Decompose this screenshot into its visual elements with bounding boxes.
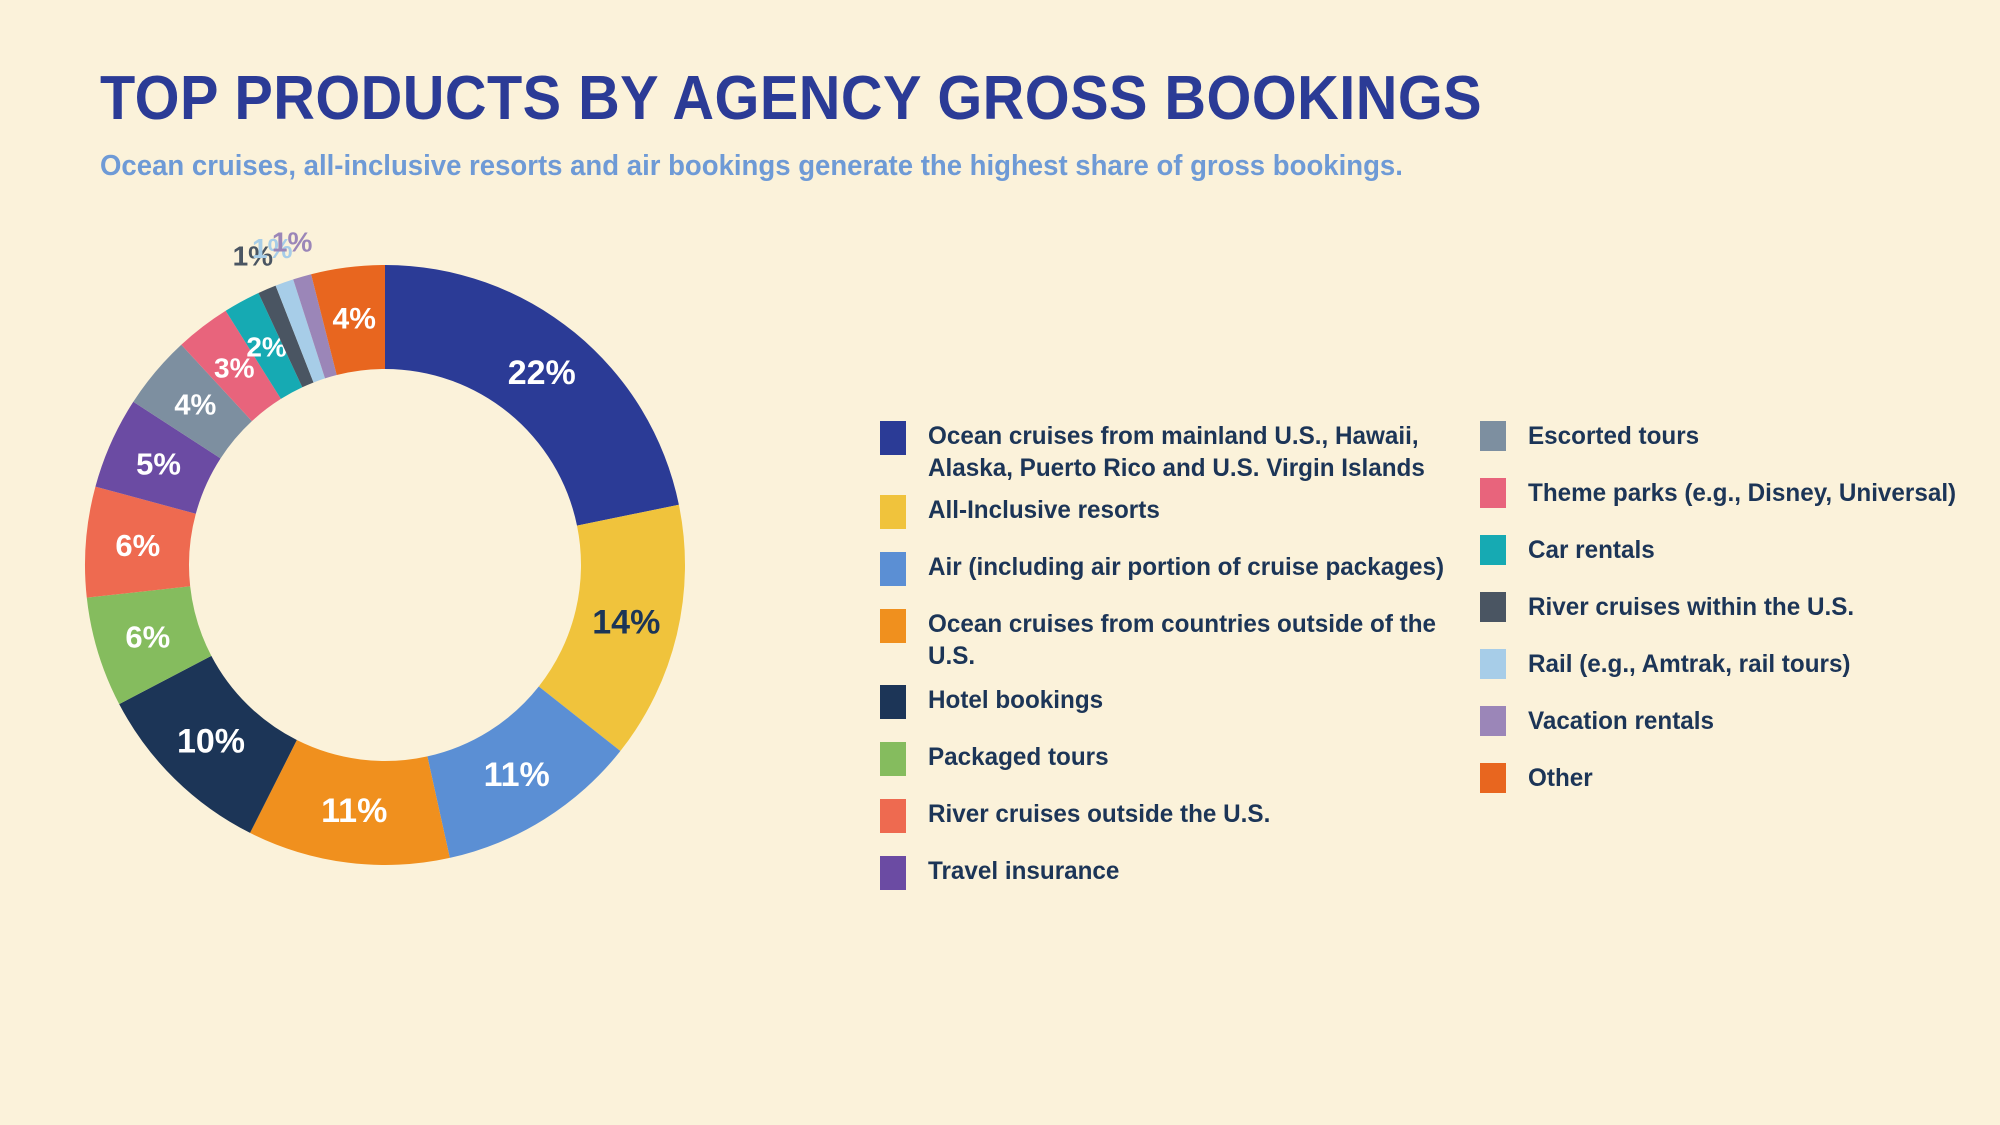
donut-slice[interactable] <box>95 401 221 514</box>
slice-percent-label: 14% <box>592 603 660 641</box>
legend-color-swatch <box>880 685 906 719</box>
legend-item[interactable]: Ocean cruises from mainland U.S., Hawaii… <box>880 420 1480 484</box>
donut-slice[interactable] <box>225 292 303 399</box>
legend-item-label: Ocean cruises from mainland U.S., Hawaii… <box>928 422 1425 482</box>
legend-item-label: Other <box>1528 764 1593 792</box>
slice-percent-label: 1% <box>233 241 274 272</box>
legend-item-label: Escorted tours <box>1528 422 1700 450</box>
legend-item[interactable]: Car rentals <box>1480 534 1970 579</box>
legend-item[interactable]: Theme parks (e.g., Disney, Universal) <box>1480 477 1970 522</box>
donut-slice[interactable] <box>250 740 450 865</box>
legend-color-swatch <box>880 421 906 455</box>
legend-color-swatch <box>1480 763 1506 793</box>
legend-color-swatch <box>880 856 906 890</box>
slice-percent-label: 5% <box>136 446 181 481</box>
slice-percent-label: 1% <box>272 227 313 258</box>
slice-percent-label: 11% <box>484 756 550 794</box>
legend-item[interactable]: Vacation rentals <box>1480 705 1970 750</box>
legend-item[interactable]: River cruises outside the U.S. <box>880 798 1480 843</box>
donut-slice[interactable] <box>275 279 326 383</box>
donut-slice[interactable] <box>427 686 621 858</box>
legend-item-label: Vacation rentals <box>1528 707 1714 735</box>
legend-item[interactable]: Air (including air portion of cruise pac… <box>880 551 1480 596</box>
donut-slice[interactable] <box>538 504 685 752</box>
donut-slice[interactable] <box>119 655 297 833</box>
donut-slice[interactable] <box>258 285 314 388</box>
legend-item[interactable]: Other <box>1480 762 1970 807</box>
legend-item-label: Air (including air portion of cruise pac… <box>928 553 1445 581</box>
chart-legend: Ocean cruises from mainland U.S., Hawaii… <box>880 420 1970 912</box>
legend-color-swatch <box>880 609 906 643</box>
legend-item[interactable]: All-Inclusive resorts <box>880 494 1480 539</box>
slice-percent-label: 4% <box>174 389 216 421</box>
slice-percent-label: 3% <box>214 353 255 384</box>
legend-color-swatch <box>880 742 906 776</box>
legend-item[interactable]: Hotel bookings <box>880 684 1480 729</box>
page-subtitle: Ocean cruises, all-inclusive resorts and… <box>100 150 1403 182</box>
chart-header: TOP PRODUCTS BY AGENCY GROSS BOOKINGS Oc… <box>100 68 1700 183</box>
legend-color-swatch <box>1480 706 1506 736</box>
legend-item[interactable]: Rail (e.g., Amtrak, rail tours) <box>1480 648 1970 693</box>
legend-item-label: Packaged tours <box>928 743 1109 771</box>
slice-percent-label: 6% <box>125 620 170 655</box>
donut-slice[interactable] <box>85 486 196 598</box>
legend-column-left: Ocean cruises from mainland U.S., Hawaii… <box>880 420 1480 912</box>
legend-color-swatch <box>880 799 906 833</box>
legend-item-label: All-Inclusive resorts <box>928 496 1160 524</box>
legend-item-label: Rail (e.g., Amtrak, rail tours) <box>1528 650 1851 678</box>
legend-column-right: Escorted tours Theme parks (e.g., Disney,… <box>1480 420 1970 912</box>
legend-item-label: River cruises within the U.S. <box>1528 593 1855 621</box>
legend-color-swatch <box>1480 535 1506 565</box>
slice-percent-label: 1% <box>252 233 293 264</box>
legend-color-swatch <box>1480 421 1506 451</box>
slice-percent-label: 22% <box>508 354 576 392</box>
slice-percent-label: 10% <box>177 723 245 761</box>
donut-slice[interactable] <box>293 274 337 379</box>
slice-percent-label: 6% <box>115 528 160 563</box>
donut-slice[interactable] <box>86 586 212 705</box>
legend-item-label: Ocean cruises from countries outside of … <box>928 610 1437 670</box>
legend-item[interactable]: Packaged tours <box>880 741 1480 786</box>
page-title: TOP PRODUCTS BY AGENCY GROSS BOOKINGS <box>100 64 1483 133</box>
slice-percent-label: 11% <box>321 792 387 830</box>
donut-slice[interactable] <box>133 344 252 459</box>
legend-item[interactable]: Escorted tours <box>1480 420 1970 465</box>
donut-slice[interactable] <box>181 310 281 422</box>
legend-item-label: Theme parks (e.g., Disney, Universal) <box>1528 479 1957 507</box>
slice-percent-label: 4% <box>333 302 376 335</box>
legend-color-swatch <box>1480 649 1506 679</box>
legend-color-swatch <box>880 552 906 586</box>
donut-chart: 22% 14% 11% 11% 10% 6% 6% 5% 4% 3% 2% 1% 1% 1% 4% <box>55 227 715 895</box>
legend-item[interactable]: River cruises within the U.S. <box>1480 591 1970 636</box>
legend-item[interactable]: Ocean cruises from countries outside of … <box>880 608 1480 672</box>
legend-color-swatch <box>880 495 906 529</box>
legend-color-swatch <box>1480 592 1506 622</box>
legend-color-swatch <box>1480 478 1506 508</box>
legend-item-label: River cruises outside the U.S. <box>928 800 1271 828</box>
donut-slice[interactable] <box>311 265 385 376</box>
donut-chart-svg: 22%14%11%11%10%6%6%5%4%3%2%1%1%1%4% <box>85 227 685 865</box>
legend-item-label: Car rentals <box>1528 536 1655 564</box>
donut-slice[interactable] <box>385 265 679 526</box>
legend-item-label: Travel insurance <box>928 857 1120 885</box>
legend-item-label: Hotel bookings <box>928 686 1104 714</box>
legend-item[interactable]: Travel insurance <box>880 855 1480 900</box>
